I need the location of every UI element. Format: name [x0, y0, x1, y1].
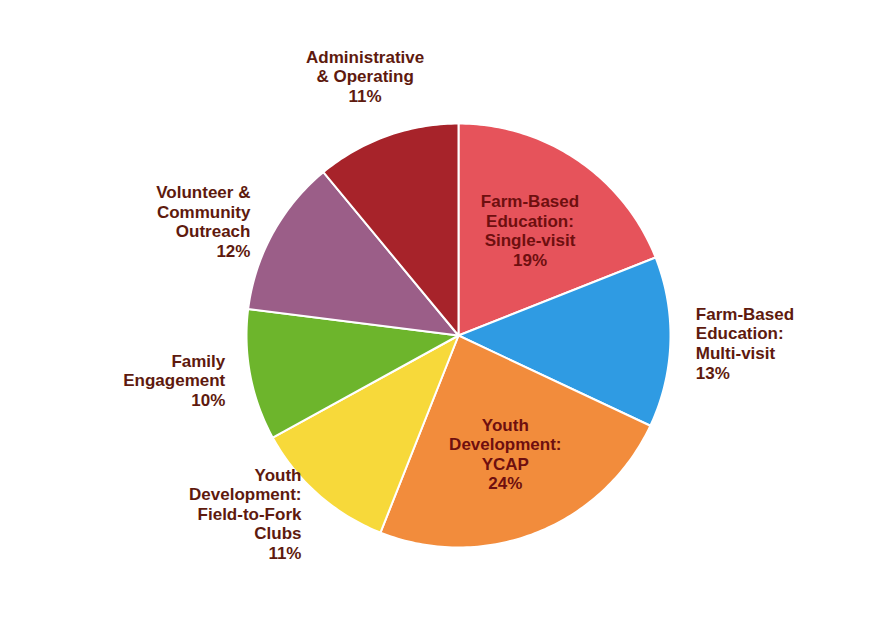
svg-text:FamilyEngagement10%: FamilyEngagement10%	[123, 352, 226, 410]
svg-text:Farm-BasedEducation:Multi-visi: Farm-BasedEducation:Multi-visit13%	[696, 305, 794, 383]
svg-text:Farm-BasedEducation:Single-vis: Farm-BasedEducation:Single-visit19%	[481, 192, 579, 270]
svg-text:YouthDevelopment:YCAP24%: YouthDevelopment:YCAP24%	[449, 416, 561, 494]
svg-text:YouthDevelopment:Field-to-Fork: YouthDevelopment:Field-to-ForkClubs11%	[189, 466, 302, 563]
svg-text:Volunteer &CommunityOutreach12: Volunteer &CommunityOutreach12%	[156, 183, 251, 261]
svg-text:Administrative& Operating11%: Administrative& Operating11%	[306, 48, 424, 106]
